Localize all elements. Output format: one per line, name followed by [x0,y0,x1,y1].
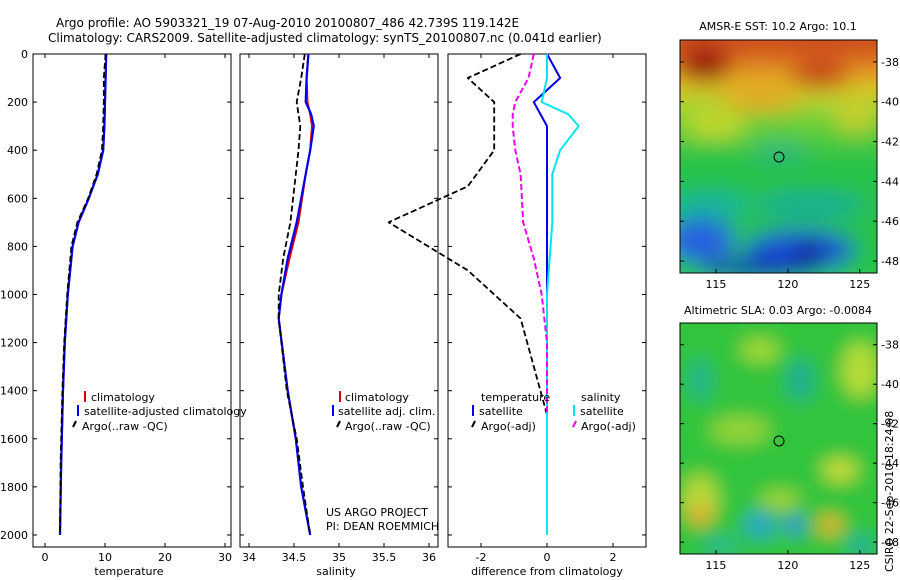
sla-lon-label: 120 [777,559,798,572]
depth-tick-label: 800 [7,240,28,253]
sla-lat-label: -44 [881,457,899,470]
salinity-xtick-label: 35 [332,551,346,564]
legend-swatch-climatology [339,391,341,402]
depth-tick-label: 400 [7,144,28,157]
figure-title-line1: Argo profile: AO 5903321_19 07-Aug-2010 … [56,16,519,30]
salinity-xtick-label: 36 [422,551,436,564]
timestamp: CSIRO 22-Sep-2010 18:24:08 [883,411,896,572]
legend-swatch-temp-argo [471,420,476,428]
legend-label-climatology: climatology [91,391,155,404]
legend-swatch-temp-satellite [472,405,474,416]
legend-swatch-climatology [84,391,86,402]
sla-map-frame [679,322,878,555]
sla-lat-label: -48 [881,536,899,549]
depth-tick-label: 1000 [0,288,28,301]
temperature-xtick-label: 0 [42,551,49,564]
sst-lon-label: 115 [705,278,726,291]
temperature-axes [32,53,232,548]
legend-label-satellite: satellite-adjusted climatology [84,405,247,418]
sst-profile-marker [773,151,785,163]
legend-label-temp-argo: Argo(-adj) [481,420,536,433]
temperature-xtick-label: 10 [98,551,112,564]
legend-label-temp-satellite: satellite [479,405,523,418]
legend-swatch-satellite [332,405,334,416]
temperature-xtick-label: 30 [218,551,232,564]
legend-swatch-argo [336,420,341,428]
sla-lat-label: -46 [881,497,899,510]
difference-xtick-label: -2 [476,551,487,564]
sla-lat-label: -40 [881,378,899,391]
temperature-xlabel: temperature [94,565,163,578]
sla-lon-label: 115 [705,559,726,572]
sst-map-title: AMSR-E SST: 10.2 Argo: 10.1 [699,20,857,33]
salinity-xtick-label: 34.5 [282,551,307,564]
sla-lat-label: -38 [881,339,899,352]
difference-xtick-label: 0 [544,551,551,564]
depth-tick-label: 1600 [0,433,28,446]
temperature-legend: climatology satellite-adjusted climatolo… [72,391,247,433]
sla-lat-label: -42 [881,418,899,431]
legend-header-salinity: salinity [581,391,621,404]
depth-tick-label: 200 [7,96,28,109]
depth-tick-label: 600 [7,192,28,205]
sst-lat-label: -42 [881,136,899,149]
sst-lon-label: 125 [849,278,870,291]
legend-label-argo: Argo(..raw -QC) [345,420,431,433]
legend-label-satellite: satellite adj. clim. [338,405,435,418]
depth-tick-label: 0 [21,48,28,61]
difference-legend: temperature satellite Argo(-adj) salinit… [471,391,636,433]
figure-title-line2: Climatology: CARS2009. Satellite-adjuste… [48,31,602,45]
legend-label-climatology: climatology [345,391,409,404]
legend-swatch-argo [72,420,77,428]
sla-map-title: Altimetric SLA: 0.03 Argo: -0.0084 [684,304,872,317]
difference-series-temperature-argo-adj [387,53,548,487]
depth-tick-label: 1800 [0,481,28,494]
sla-map [680,323,877,554]
salinity-series-argo-raw-qc [277,53,312,536]
salinity-xtick-label: 35.5 [372,551,397,564]
salinity-xtick-label: 34 [242,551,256,564]
legend-header-temperature: temperature [481,391,550,404]
plot-layer [58,53,580,536]
legend-swatch-sal-argo [572,420,577,428]
depth-tick-label: 1400 [0,385,28,398]
sla-profile-marker [773,435,785,447]
sst-lat-label: -48 [881,255,899,268]
sst-map [680,40,877,273]
legend-label-sal-argo: Argo(-adj) [581,420,636,433]
sst-lon-label: 120 [777,278,798,291]
temperature-series-argo-raw-qc [59,53,107,536]
sla-lon-label: 125 [849,559,870,572]
map-tick-layer: 115 120 125 -38 -40 -42 -44 -46 -48 115 120 125 -38 -… [680,56,899,572]
salinity-legend: climatology satellite adj. clim. Argo(..… [332,391,435,433]
legend-label-sal-satellite: satellite [580,405,624,418]
legend-label-argo: Argo(..raw -QC) [82,420,168,433]
legend-swatch-satellite [77,405,79,416]
difference-xtick-label: 2 [610,551,617,564]
sst-map-frame [679,39,878,274]
legend-swatch-sal-satellite [573,405,575,416]
salinity-axes [239,53,439,548]
sst-lat-label: -46 [881,215,899,228]
project-annotation-line2: PI: DEAN ROEMMICH [326,520,439,533]
salinity-xlabel: salinity [316,565,356,578]
temperature-xtick-label: 20 [158,551,172,564]
difference-series-salinity-argo-adj [511,53,548,415]
depth-tick-label: 1200 [0,337,28,350]
sst-lat-label: -44 [881,175,899,188]
depth-tick-label: 2000 [0,529,28,542]
difference-xlabel: difference from climatology [471,565,623,578]
sst-lat-label: -38 [881,56,899,69]
sst-lat-label: -40 [881,96,899,109]
project-annotation-line1: US ARGO PROJECT [326,506,428,519]
